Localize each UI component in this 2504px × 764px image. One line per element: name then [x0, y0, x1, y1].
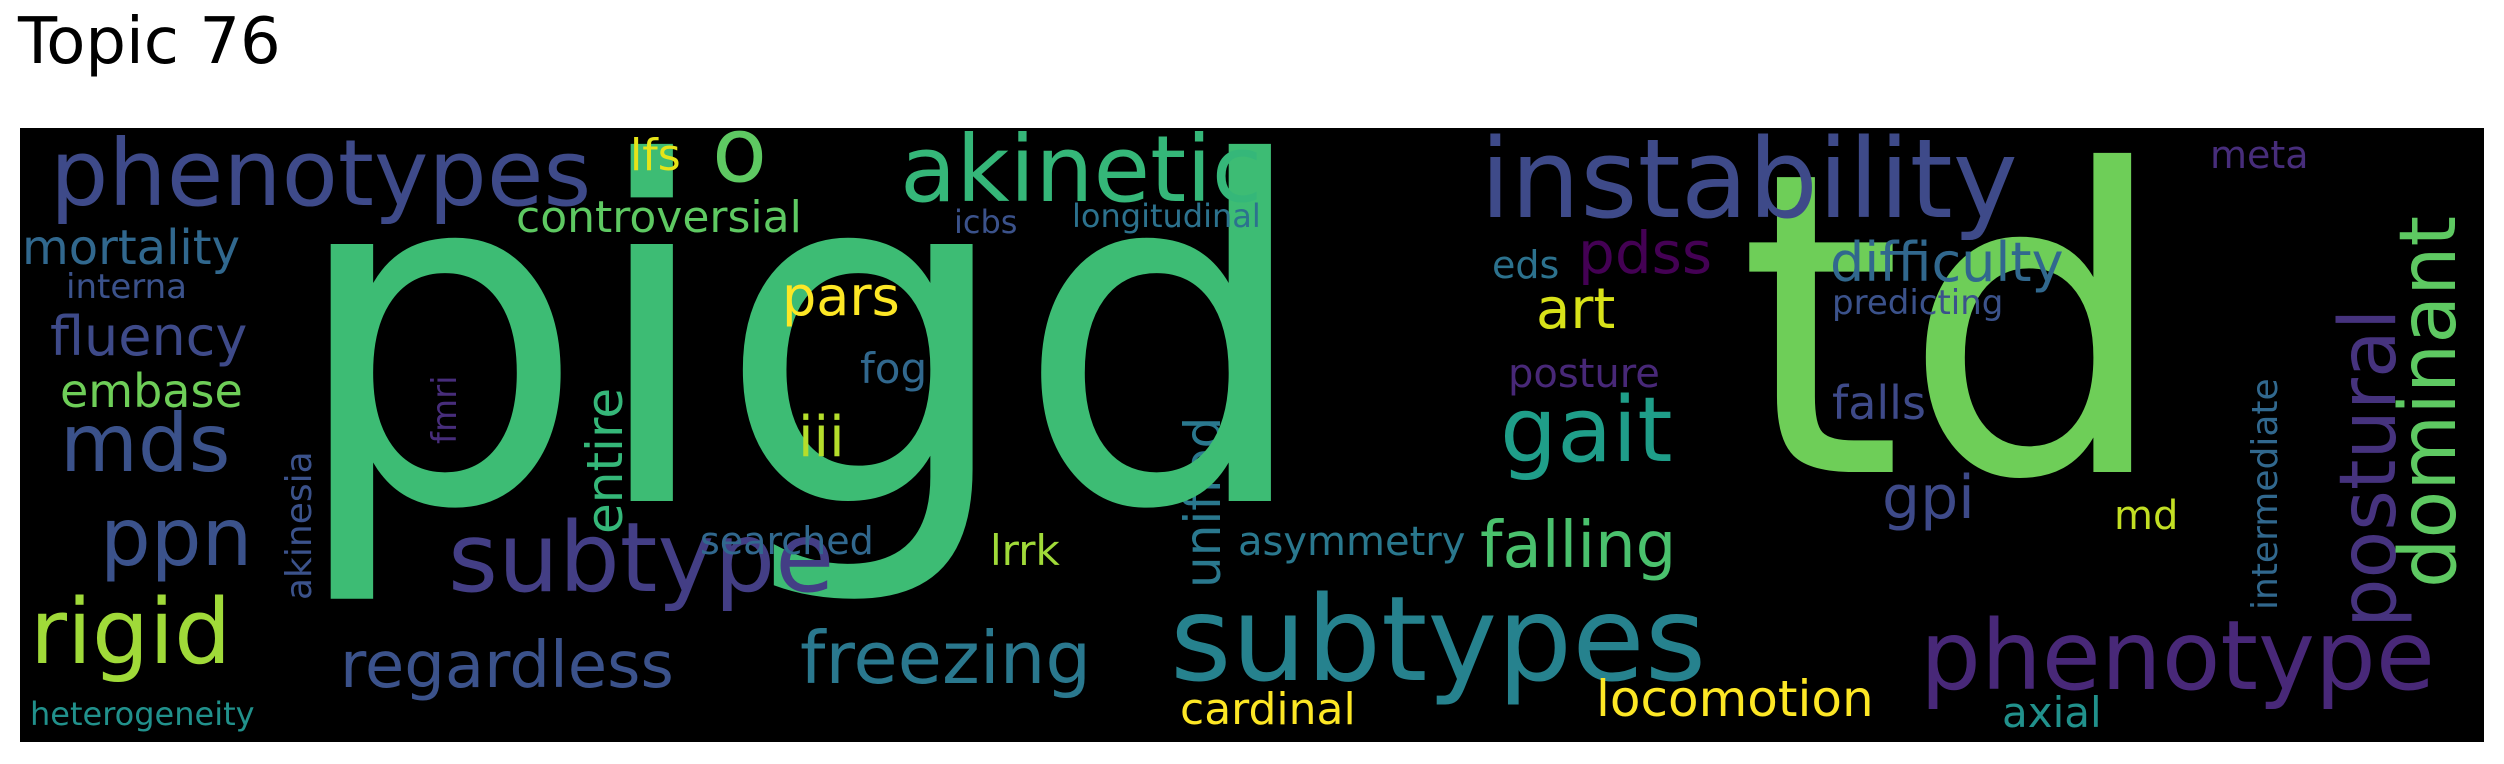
word-regardless: regardless — [340, 629, 674, 703]
word-rigid: rigid — [30, 580, 232, 685]
word-predicting: predicting — [1832, 283, 2004, 323]
word-akinetic: akinetic — [900, 128, 1263, 223]
word-interna: interna — [66, 267, 188, 307]
word-intermediate: intermediate — [2245, 378, 2286, 610]
word-instability: instability — [1480, 128, 2018, 243]
word-md: md — [2114, 493, 2179, 539]
word-td: td — [1738, 128, 2170, 572]
word-asymmetry: asymmetry — [1238, 519, 1466, 565]
word-fog: fog — [860, 344, 928, 393]
word-phenotype: phenotype — [1920, 600, 2435, 712]
word-lrrk: lrrk — [990, 526, 1060, 575]
word-phenotypes: phenotypes — [50, 128, 592, 227]
word-mds: mds — [60, 397, 231, 490]
word-icbs: icbs — [954, 203, 1018, 241]
word-freezing: freezing — [800, 616, 1092, 700]
figure-title: Topic 76 — [18, 5, 281, 79]
word-gpi: gpi — [1882, 463, 1975, 533]
word-posture: posture — [1508, 351, 1660, 397]
word-subtypes: subtypes — [1170, 570, 1707, 708]
word-pdss: pdss — [1578, 219, 1713, 287]
word-art: art — [1536, 277, 1616, 342]
word-controversial: controversial — [516, 192, 802, 243]
word-embase: embase — [60, 364, 243, 418]
word-axial: axial — [2002, 688, 2102, 737]
word-subtype: subtype — [448, 502, 835, 614]
word-cardinal: cardinal — [1180, 684, 1356, 735]
word-locomotion: locomotion — [1596, 670, 1874, 728]
word-dominant: dominant — [2384, 215, 2474, 588]
word-falls: falls — [1832, 376, 1926, 430]
word-ppn: ppn — [100, 491, 253, 584]
word-o: o — [712, 128, 768, 203]
word-pars: pars — [782, 265, 900, 328]
word-lfs: lfs — [630, 130, 681, 181]
word-heterogeneity: heterogeneity — [30, 695, 255, 733]
word-pigd: pigd — [288, 128, 1314, 612]
word-meta: meta — [2210, 133, 2309, 177]
word-longitudinal: longitudinal — [1072, 197, 1261, 235]
word-searched: searched — [700, 519, 874, 563]
word-mortality: mortality — [22, 220, 240, 276]
word-cloud: akinesia fmri entire unified intermediat… — [20, 128, 2484, 742]
word-gait: gait — [1500, 378, 1673, 483]
word-falling: falling — [1480, 509, 1677, 583]
word-iii: iii — [798, 405, 845, 470]
word-difficulty: difficulty — [1830, 231, 2064, 294]
word-eds: eds — [1492, 243, 1560, 287]
word-fluency: fluency — [50, 305, 248, 368]
